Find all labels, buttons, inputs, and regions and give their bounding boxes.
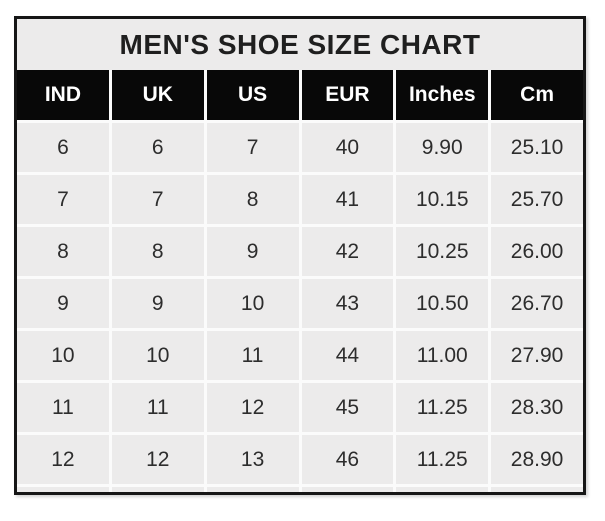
table-cell: 25.70 — [491, 175, 583, 224]
shoe-size-chart-table: MEN'S SHOE SIZE CHART IND UK US EUR Inches Cm… — [14, 16, 586, 495]
table-cell: 9 — [206, 227, 299, 276]
table-cell: 11 — [206, 331, 299, 380]
table-filler-strip — [206, 487, 299, 492]
table-cell: 12 — [17, 435, 109, 484]
table-filler-strip — [396, 487, 489, 492]
table-cell: 7 — [206, 123, 299, 172]
table-filler-strip — [17, 487, 109, 492]
table-cell: 10.25 — [396, 227, 489, 276]
table-body: 6 6 7 40 9.90 25.10 7 7 8 41 10.15 25.70 8 8 9 42 10.25 2… — [17, 120, 583, 492]
table-cell: 7 — [111, 175, 204, 224]
table-cell: 10 — [206, 279, 299, 328]
table-cell: 11.00 — [396, 331, 489, 380]
table-cell: 13 — [206, 435, 299, 484]
table-cell: 26.70 — [491, 279, 583, 328]
table-cell: 28.30 — [491, 383, 583, 432]
table-cell: 9.90 — [396, 123, 489, 172]
table-cell: 45 — [301, 383, 394, 432]
table-cell: 8 — [111, 227, 204, 276]
table-header-row: IND UK US EUR Inches Cm — [17, 70, 583, 120]
table-cell: 41 — [301, 175, 394, 224]
chart-title: MEN'S SHOE SIZE CHART — [17, 19, 583, 70]
table-cell: 6 — [17, 123, 109, 172]
column-header: US — [206, 70, 299, 120]
table-filler-strip — [301, 487, 394, 492]
table-filler-strip — [491, 487, 583, 492]
column-header: Inches — [396, 70, 489, 120]
table-cell: 8 — [17, 227, 109, 276]
table-cell: 10 — [111, 331, 204, 380]
table-cell: 9 — [17, 279, 109, 328]
table-filler-strip — [111, 487, 204, 492]
table-cell: 42 — [301, 227, 394, 276]
table-cell: 40 — [301, 123, 394, 172]
table-cell: 28.90 — [491, 435, 583, 484]
table-cell: 11.25 — [396, 435, 489, 484]
column-header: EUR — [301, 70, 394, 120]
table-cell: 11.25 — [396, 383, 489, 432]
table-cell: 12 — [111, 435, 204, 484]
table-cell: 11 — [111, 383, 204, 432]
column-header: Cm — [491, 70, 583, 120]
table-cell: 6 — [111, 123, 204, 172]
table-cell: 46 — [301, 435, 394, 484]
table-cell: 10.50 — [396, 279, 489, 328]
table-cell: 44 — [301, 331, 394, 380]
table-cell: 7 — [17, 175, 109, 224]
table-cell: 10.15 — [396, 175, 489, 224]
table-cell: 26.00 — [491, 227, 583, 276]
table-cell: 27.90 — [491, 331, 583, 380]
table-cell: 11 — [17, 383, 109, 432]
table-cell: 43 — [301, 279, 394, 328]
table-cell: 10 — [17, 331, 109, 380]
column-header: IND — [17, 70, 109, 120]
table-cell: 25.10 — [491, 123, 583, 172]
column-header: UK — [111, 70, 204, 120]
table-cell: 9 — [111, 279, 204, 328]
table-cell: 8 — [206, 175, 299, 224]
table-cell: 12 — [206, 383, 299, 432]
